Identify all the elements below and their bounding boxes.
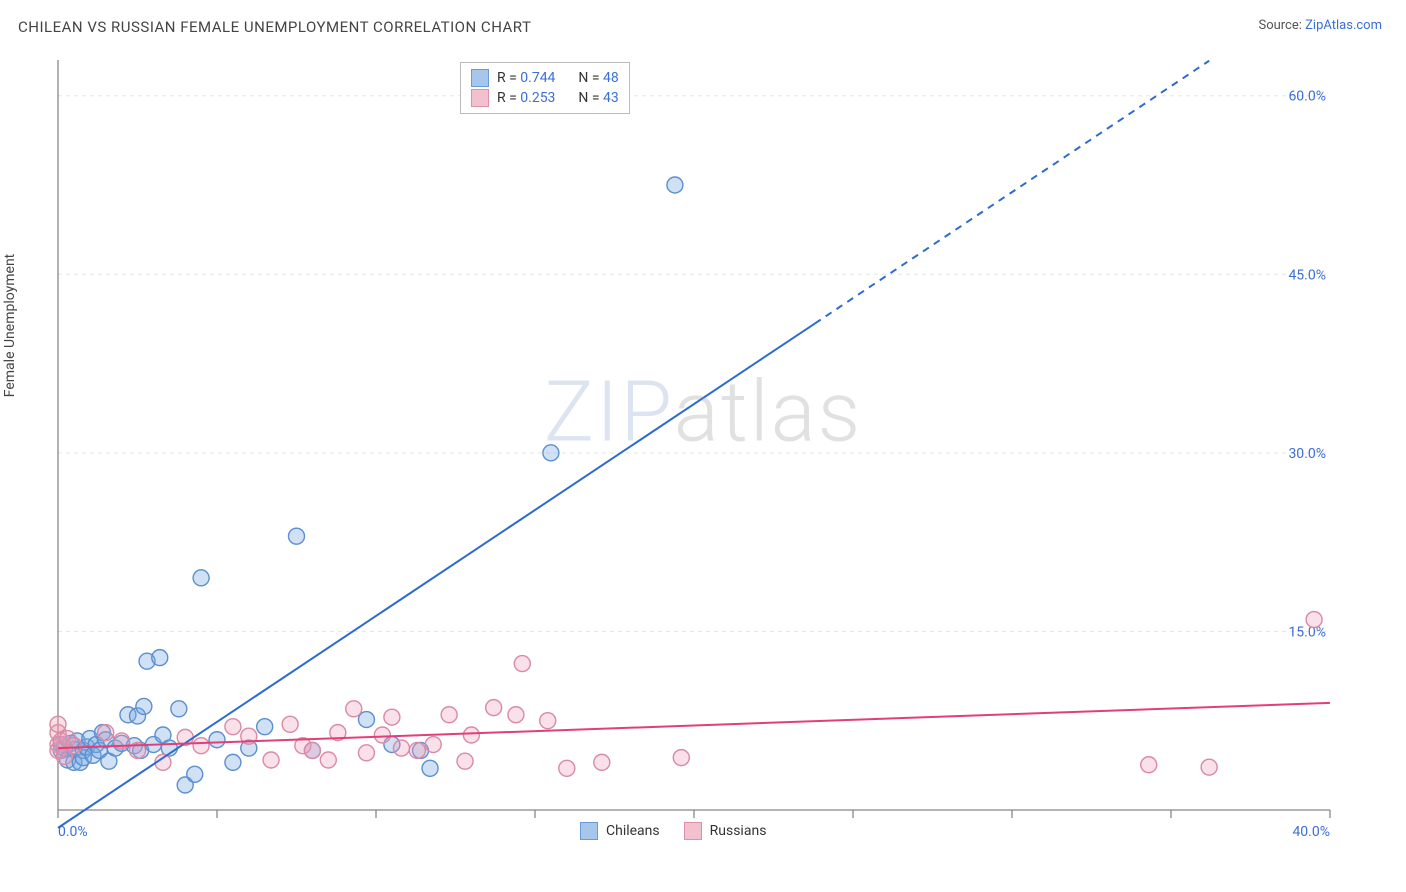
data-point — [514, 656, 530, 672]
data-point — [358, 745, 374, 761]
data-point — [209, 732, 225, 748]
source-link[interactable]: ZipAtlas.com — [1305, 18, 1382, 33]
data-point — [358, 712, 374, 728]
source-label: Source: — [1258, 18, 1305, 33]
data-point — [540, 713, 556, 729]
legend-swatch — [471, 69, 489, 87]
data-point — [66, 738, 82, 754]
data-point — [667, 177, 683, 193]
stat-legend-row: R = 0.744 N = 48 — [471, 69, 619, 87]
regression-line — [58, 703, 1330, 748]
svg-text:60.0%: 60.0% — [1288, 89, 1326, 105]
data-point — [425, 737, 441, 753]
data-point — [1201, 759, 1217, 775]
data-point — [263, 752, 279, 768]
series-legend: Chileans Russians — [580, 822, 766, 840]
data-point — [282, 716, 298, 732]
legend-item: Chileans — [580, 822, 660, 840]
data-point — [193, 738, 209, 754]
data-point — [463, 727, 479, 743]
data-point — [225, 719, 241, 735]
chart-title: CHILEAN VS RUSSIAN FEMALE UNEMPLOYMENT C… — [18, 18, 531, 36]
legend-swatch — [684, 822, 702, 840]
source-attribution: Source: ZipAtlas.com — [1258, 18, 1382, 33]
stat-r-label: R = 0.744 — [497, 70, 555, 86]
data-point — [187, 766, 203, 782]
svg-text:45.0%: 45.0% — [1288, 267, 1326, 283]
data-point — [304, 742, 320, 758]
data-point — [594, 754, 610, 770]
data-point — [393, 740, 409, 756]
data-point — [257, 719, 273, 735]
data-point — [346, 701, 362, 717]
correlation-scatter-chart: 0.0% 40.0% 15.0% 30.0% 45.0% 60.0% — [20, 50, 1350, 850]
data-point — [193, 570, 209, 586]
data-point — [457, 753, 473, 769]
data-point — [441, 707, 457, 723]
data-point — [171, 701, 187, 717]
legend-label: Russians — [710, 823, 767, 839]
data-point — [559, 760, 575, 776]
legend-swatch — [471, 89, 489, 107]
data-point — [50, 716, 66, 732]
data-point — [508, 707, 524, 723]
stat-r-label: R = 0.253 — [497, 90, 555, 106]
legend-item: Russians — [684, 822, 767, 840]
data-point — [673, 750, 689, 766]
y-axis-label: Female Unemployment — [2, 254, 18, 398]
data-point — [422, 760, 438, 776]
svg-text:0.0%: 0.0% — [58, 824, 88, 840]
data-point — [320, 752, 336, 768]
svg-text:30.0%: 30.0% — [1288, 446, 1326, 462]
data-point — [1306, 612, 1322, 628]
data-point — [486, 700, 502, 716]
statistics-legend: R = 0.744 N = 48 R = 0.253 N = 43 — [460, 62, 630, 114]
data-point — [225, 754, 241, 770]
data-point — [98, 725, 114, 741]
legend-swatch — [580, 822, 598, 840]
stat-n-label: N = 43 — [578, 90, 618, 106]
data-point — [543, 445, 559, 461]
chart-container: Female Unemployment 0.0%40.0%15.0%30.0%4… — [20, 50, 1386, 872]
data-point — [152, 650, 168, 666]
stat-legend-row: R = 0.253 N = 43 — [471, 89, 619, 107]
data-point — [1141, 757, 1157, 773]
regression-line-dashed — [815, 61, 1209, 324]
data-point — [289, 528, 305, 544]
data-point — [409, 742, 425, 758]
data-point — [136, 698, 152, 714]
data-point — [384, 709, 400, 725]
stat-n-label: N = 48 — [578, 70, 618, 86]
data-point — [374, 727, 390, 743]
legend-label: Chileans — [606, 823, 660, 839]
svg-text:15.0%: 15.0% — [1288, 624, 1326, 640]
svg-text:40.0%: 40.0% — [1292, 824, 1330, 840]
